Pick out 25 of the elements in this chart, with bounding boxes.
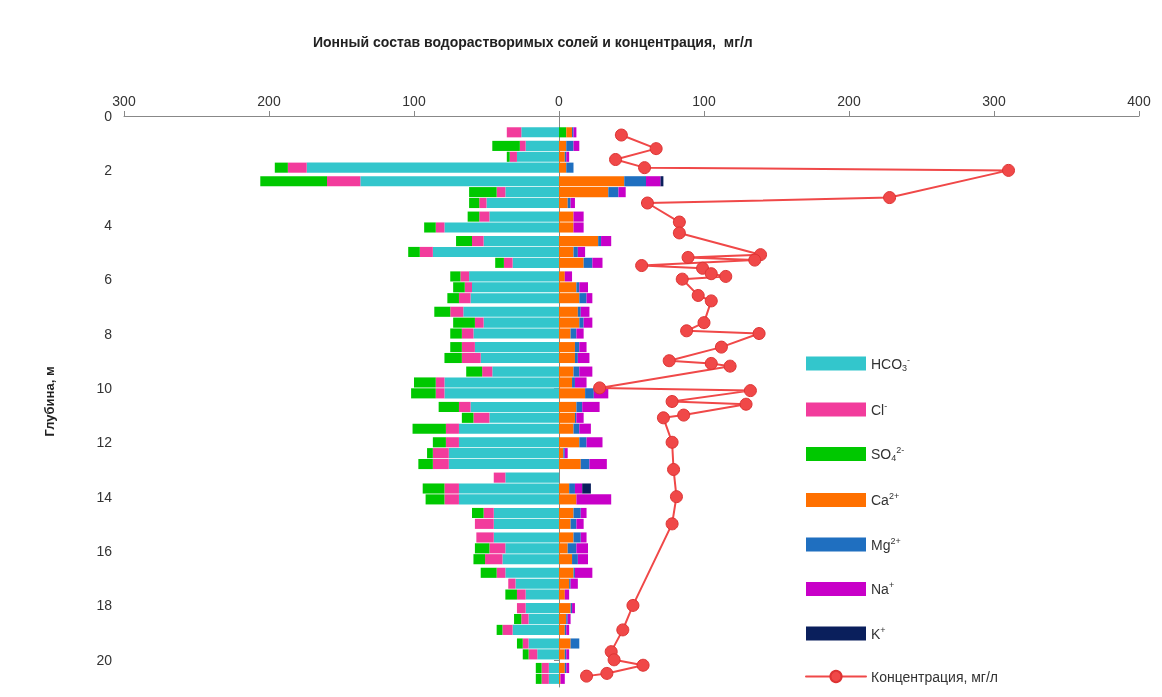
legend-label: Концентрация, мг/л (871, 668, 999, 685)
legend-label: Cl- (871, 400, 888, 418)
legend-label: Na+ (871, 580, 895, 597)
x-tick-label: 200 (837, 93, 861, 109)
y-tick-label: 2 (104, 162, 113, 179)
x-tick-label: 100 (402, 93, 426, 109)
y-tick-label: 18 (96, 597, 113, 614)
y-tick-label: 6 (104, 271, 113, 288)
y-axis-title: Глубина, м (42, 366, 57, 437)
x-tick-label: 300 (112, 93, 136, 109)
x-tick-label: 200 (257, 93, 281, 109)
legend-label: K+ (871, 624, 886, 642)
x-tick-label: 0 (555, 93, 564, 109)
y-tick-label: 10 (96, 379, 113, 396)
y-tick-label: 12 (96, 434, 113, 451)
y-tick-label: 0 (104, 108, 113, 124)
y-tick-label: 14 (96, 488, 113, 505)
y-tick-label: 20 (96, 651, 113, 668)
y-tick-label: 8 (104, 325, 113, 342)
x-tick-label: 100 (692, 93, 716, 109)
y-tick-label: 4 (104, 216, 113, 233)
chart-title: Ионный состав водорастворимых солей и концентрация, мг/л (313, 34, 753, 50)
x-tick-label: 400 (1127, 93, 1151, 109)
y-tick-label: 16 (96, 543, 113, 560)
x-tick-label: 300 (982, 93, 1006, 109)
